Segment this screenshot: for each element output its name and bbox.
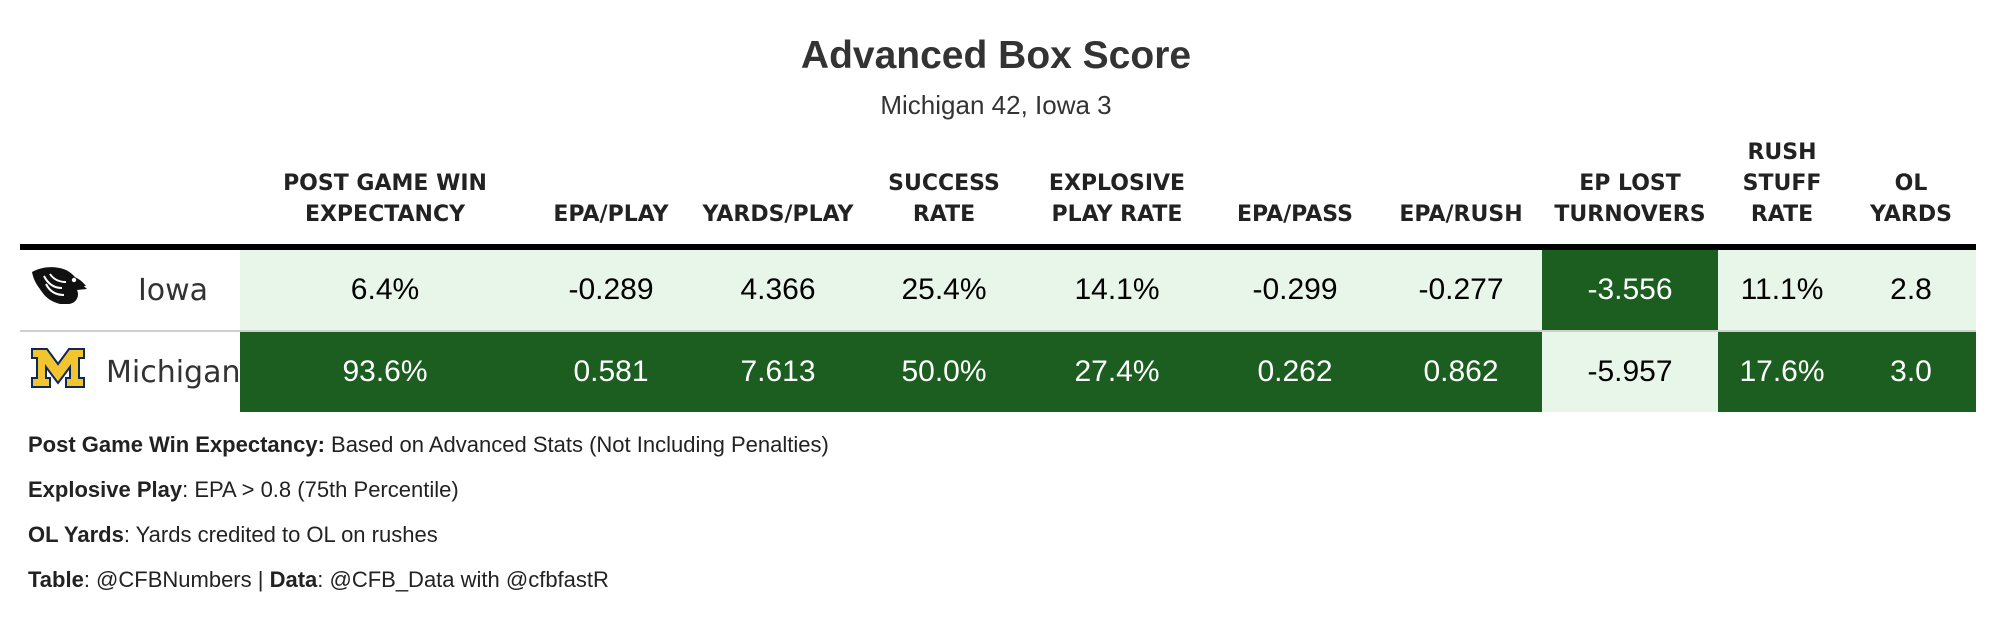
- column-header: SUCCESS RATE: [864, 137, 1024, 250]
- footnote-text: Based on Advanced Stats (Not Including P…: [324, 432, 829, 457]
- column-header: OL YARDS: [1846, 137, 1976, 250]
- stat-cell: -0.289: [530, 247, 692, 332]
- stat-cell: -0.299: [1210, 247, 1380, 332]
- table-row: Iowa 6.4% -0.289 4.366 25.4% 14.1% -0.29…: [20, 247, 1976, 332]
- header-row: POST GAME WIN EXPECTANCY EPA/PLAY YARDS/P…: [20, 137, 1976, 250]
- footnote-win-expectancy: Post Game Win Expectancy: Based on Advan…: [28, 430, 829, 475]
- team-header: [106, 137, 240, 250]
- stat-cell: 3.0: [1846, 331, 1976, 412]
- table-row: Michigan 93.6% 0.581 7.613 50.0% 27.4% 0…: [20, 331, 1976, 412]
- stat-cell: 4.366: [692, 247, 864, 332]
- stat-cell: 7.613: [692, 331, 864, 412]
- stat-cell: -5.957: [1542, 331, 1718, 412]
- stat-cell: 50.0%: [864, 331, 1024, 412]
- footnote-text: : Yards credited to OL on rushes: [123, 522, 438, 547]
- stat-cell: 25.4%: [864, 247, 1024, 332]
- chart-title: Advanced Box Score: [800, 34, 1192, 77]
- footnote-explosive-play: Explosive Play: EPA > 0.8 (75th Percenti…: [28, 475, 829, 520]
- logo-header: [20, 137, 106, 250]
- footnote-text: : @CFBNumbers |: [83, 567, 270, 592]
- stat-cell: 2.8: [1846, 247, 1976, 332]
- column-header: EXPLOSIVE PLAY RATE: [1024, 137, 1210, 250]
- stat-cell: 0.262: [1210, 331, 1380, 412]
- stat-cell: -0.277: [1380, 247, 1542, 332]
- stat-cell: 0.862: [1380, 331, 1542, 412]
- footnote-label: Table: [28, 567, 84, 592]
- stat-cell: -3.556: [1542, 247, 1718, 332]
- column-header: EP LOST TURNOVERS: [1542, 137, 1718, 250]
- footnote-ol-yards: OL Yards: Yards credited to OL on rushes: [28, 520, 829, 565]
- footnote-label: Explosive Play: [28, 477, 183, 502]
- iowa-hawkeye-logo: [32, 267, 87, 304]
- column-header: EPA/PASS: [1210, 137, 1380, 250]
- team-name: Iowa: [106, 247, 240, 332]
- footnote-text: : @CFB_Data with @cfbfastR: [317, 567, 609, 592]
- footnotes: Post Game Win Expectancy: Based on Advan…: [28, 430, 829, 610]
- stat-cell: 0.581: [530, 331, 692, 412]
- column-header: EPA/PLAY: [530, 137, 692, 250]
- chart-subtitle: Michigan 42, Iowa 3: [880, 90, 1112, 120]
- footnote-label: OL Yards: [28, 522, 124, 547]
- stat-cell: 93.6%: [240, 331, 530, 412]
- column-header: EPA/RUSH: [1380, 137, 1542, 250]
- column-header: POST GAME WIN EXPECTANCY: [240, 137, 530, 250]
- team-logo-cell: [20, 331, 106, 412]
- column-header: YARDS/PLAY: [692, 137, 864, 250]
- stat-cell: 14.1%: [1024, 247, 1210, 332]
- footnote-credits: Table: @CFBNumbers | Data: @CFB_Data wit…: [28, 565, 829, 610]
- stat-cell: 27.4%: [1024, 331, 1210, 412]
- footnote-label: Data: [269, 567, 318, 592]
- stat-cell: 17.6%: [1718, 331, 1846, 412]
- michigan-block-m-logo: [31, 348, 85, 388]
- team-logo-cell: [20, 247, 106, 332]
- box-score-table: POST GAME WIN EXPECTANCY EPA/PLAY YARDS/P…: [20, 137, 1976, 412]
- column-header: RUSH STUFF RATE: [1718, 137, 1846, 250]
- stat-cell: 11.1%: [1718, 247, 1846, 332]
- footnote-text: : EPA > 0.8 (75th Percentile): [182, 477, 459, 502]
- stat-cell: 6.4%: [240, 247, 530, 332]
- team-name: Michigan: [106, 354, 241, 390]
- footnote-label: Post Game Win Expectancy:: [28, 432, 325, 457]
